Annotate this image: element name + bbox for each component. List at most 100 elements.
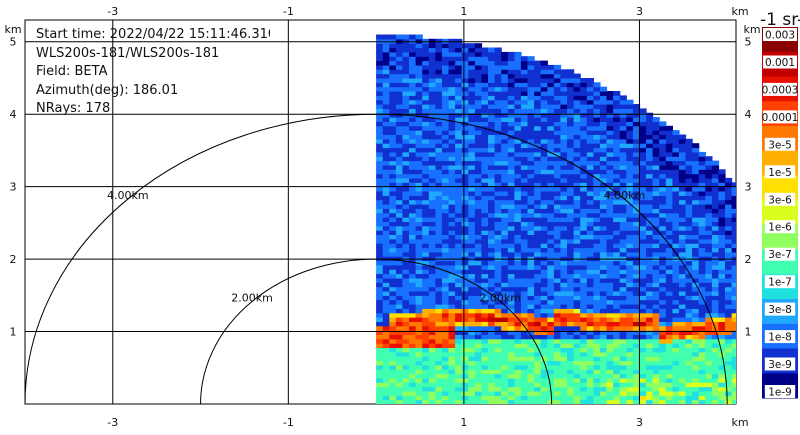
- data-cell: [527, 108, 535, 114]
- data-cell: [678, 373, 687, 379]
- data-cell: [613, 108, 621, 114]
- data-cell: [422, 317, 430, 322]
- data-cell: [428, 160, 436, 166]
- data-cell: [389, 391, 397, 396]
- data-cell: [382, 86, 390, 92]
- data-cell: [448, 173, 456, 179]
- data-cell: [461, 395, 469, 401]
- x-tick-label-bottom: 1: [460, 416, 467, 429]
- data-cell: [402, 247, 410, 253]
- data-cell: [494, 160, 502, 166]
- data-cell: [678, 356, 687, 362]
- data-cell: [382, 121, 390, 127]
- data-cell: [455, 91, 463, 96]
- data-cell: [468, 121, 476, 127]
- data-cell: [560, 143, 568, 149]
- data-cell: [632, 104, 641, 109]
- data-cell: [745, 239, 752, 244]
- data-cell: [567, 334, 575, 340]
- data-cell: [534, 391, 542, 396]
- data-cell: [731, 386, 736, 392]
- colorbar-title: -1 sr-1: [760, 10, 800, 30]
- data-cell: [389, 312, 397, 318]
- data-cell: [665, 199, 673, 205]
- data-cell: [428, 308, 436, 314]
- data-cell: [415, 147, 423, 153]
- data-cell: [698, 369, 706, 375]
- data-cell: [395, 64, 404, 70]
- data-cell: [586, 169, 594, 175]
- data-cell: [455, 204, 463, 209]
- data-cell: [632, 273, 641, 279]
- data-cell: [435, 277, 443, 283]
- data-cell: [665, 151, 673, 157]
- data-cell: [613, 325, 621, 331]
- data-cell: [580, 321, 588, 327]
- data-cell: [751, 387, 758, 392]
- data-cell: [632, 225, 641, 231]
- data-cell: [606, 273, 614, 279]
- data-cell: [613, 117, 621, 122]
- data-cell: [488, 47, 496, 53]
- data-cell: [593, 186, 601, 192]
- data-cell: [428, 51, 436, 57]
- data-cell: [580, 347, 588, 353]
- data-cell: [448, 186, 456, 192]
- data-cell: [415, 225, 423, 231]
- data-cell: [553, 130, 562, 135]
- data-cell: [738, 365, 745, 370]
- data-cell: [514, 291, 522, 296]
- data-cell: [567, 195, 575, 201]
- data-cell: [441, 282, 450, 288]
- data-cell: [468, 343, 476, 348]
- data-cell: [711, 221, 720, 227]
- data-cell: [652, 269, 660, 275]
- data-cell: [711, 391, 720, 396]
- data-cell: [553, 186, 562, 192]
- data-cell: [514, 169, 522, 175]
- data-cell: [461, 204, 469, 209]
- data-cell: [441, 391, 450, 396]
- data-cell: [441, 382, 450, 388]
- data-cell: [652, 221, 660, 227]
- data-cell: [448, 247, 456, 253]
- data-cell: [481, 243, 489, 249]
- data-cell: [560, 99, 568, 105]
- data-cell: [422, 395, 430, 401]
- data-cell: [639, 260, 647, 266]
- data-cell: [606, 173, 614, 179]
- data-cell: [599, 277, 608, 283]
- data-cell: [639, 208, 647, 214]
- data-cell: [428, 347, 436, 353]
- data-cell: [692, 299, 700, 305]
- data-cell: [580, 325, 588, 331]
- data-cell: [547, 347, 555, 353]
- data-cell: [435, 386, 443, 392]
- data-cell: [520, 125, 529, 131]
- data-cell: [481, 334, 489, 340]
- data-cell: [540, 69, 548, 75]
- data-cell: [494, 208, 502, 214]
- data-cell: [488, 56, 496, 62]
- data-cell: [422, 221, 430, 227]
- data-cell: [573, 330, 581, 335]
- data-cell: [639, 269, 647, 275]
- data-cell: [514, 373, 522, 379]
- data-cell: [395, 177, 404, 183]
- data-cell: [731, 325, 736, 331]
- data-cell: [441, 91, 450, 96]
- data-cell: [738, 387, 745, 392]
- scan-info: Start time: 2022/04/22 15:11:46.310 WLS2…: [36, 26, 270, 119]
- data-cell: [606, 177, 614, 183]
- data-cell: [409, 108, 417, 114]
- data-cell: [678, 230, 687, 235]
- data-cell: [632, 364, 641, 370]
- data-cell: [738, 239, 745, 244]
- data-cell: [382, 64, 390, 70]
- data-cell: [606, 151, 614, 157]
- data-cell: [632, 395, 641, 401]
- data-cell: [422, 325, 430, 331]
- data-cell: [547, 234, 555, 240]
- data-cell: [428, 73, 436, 79]
- data-cell: [593, 373, 601, 379]
